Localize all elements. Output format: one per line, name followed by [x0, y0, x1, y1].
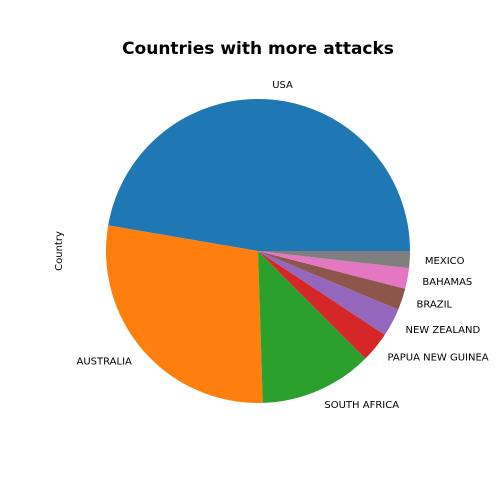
pie-slice-usa [108, 99, 410, 251]
pie-label-papua-new-guinea: PAPUA NEW GUINEA [388, 352, 489, 363]
pie-label-south-africa: SOUTH AFRICA [324, 400, 399, 411]
pie-slice-australia [106, 225, 263, 403]
y-axis-label: Country [54, 231, 65, 271]
chart-title: Countries with more attacks [122, 39, 394, 59]
pie-label-australia: AUSTRALIA [77, 356, 133, 367]
pie-label-new-zealand: NEW ZEALAND [406, 325, 481, 336]
pie-label-brazil: BRAZIL [417, 300, 453, 311]
pie-slices [106, 99, 410, 403]
pie-label-bahamas: BAHAMAS [422, 277, 472, 288]
pie-label-mexico: MEXICO [425, 256, 465, 267]
pie-label-usa: USA [272, 80, 293, 91]
